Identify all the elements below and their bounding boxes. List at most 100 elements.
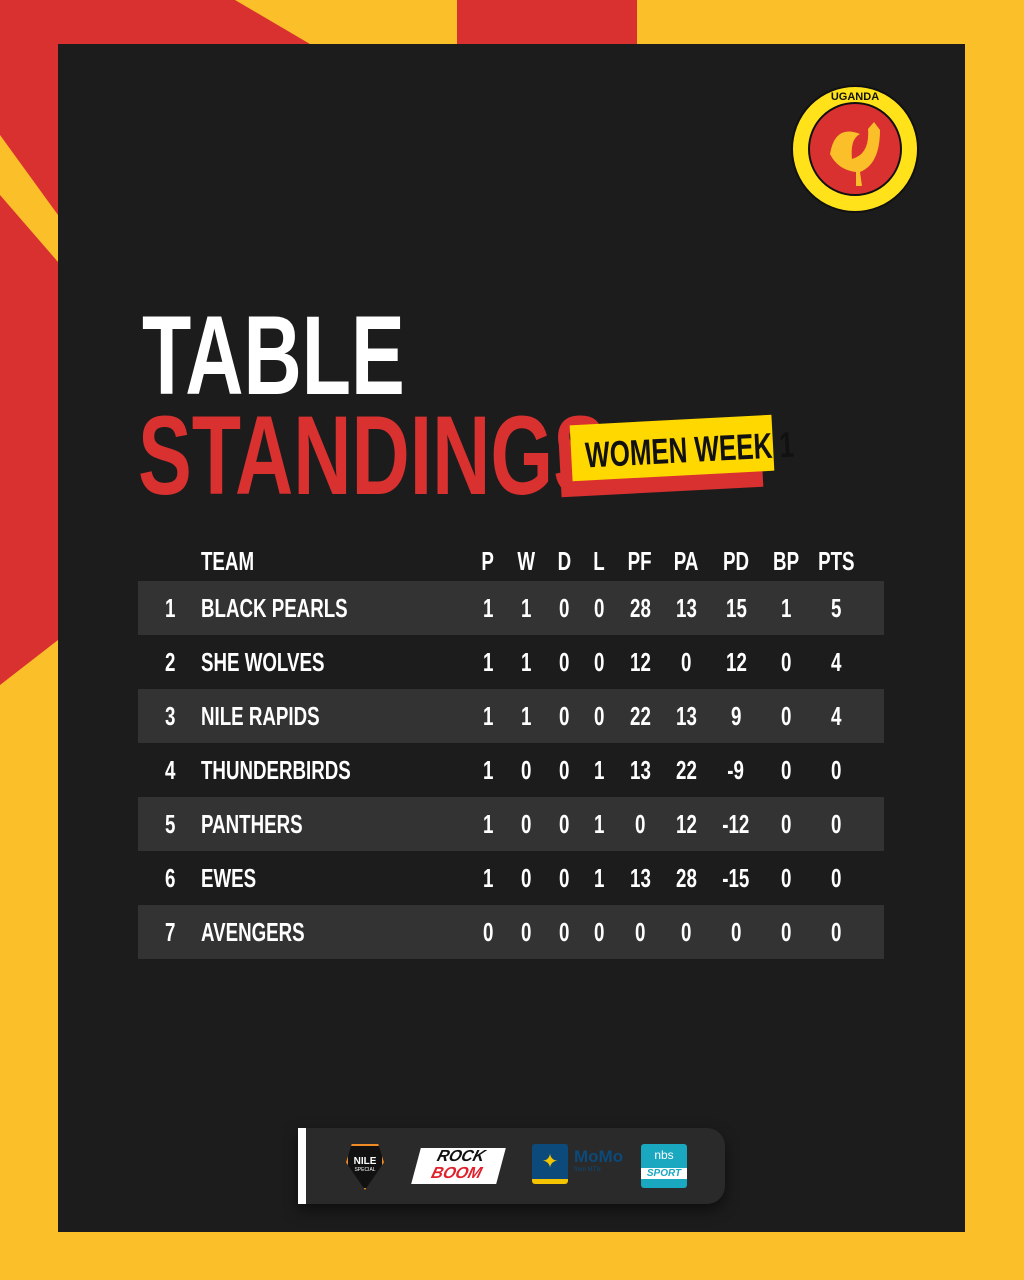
cell-pf: 13 [629, 863, 651, 893]
cell-d: 0 [558, 647, 570, 677]
cell-bp: 1 [780, 593, 792, 623]
cell-l: 1 [593, 863, 605, 893]
cell-l: 0 [593, 647, 605, 677]
header-pf: PF [628, 546, 652, 576]
cell-p: 1 [482, 863, 494, 893]
rank: 6 [164, 863, 176, 893]
team-name: BLACK PEARLS [201, 593, 348, 623]
cell-pa: 28 [675, 863, 697, 893]
cell-bp: 0 [780, 863, 792, 893]
cell-l: 1 [593, 755, 605, 785]
cell-pf: 12 [629, 647, 651, 677]
title-table: TABLE [142, 293, 405, 418]
cell-d: 0 [558, 917, 570, 947]
header-pa: PA [673, 546, 699, 576]
sponsor-nile-special-sub: SPECIAL [354, 1167, 376, 1173]
header-team: TEAM [201, 546, 255, 576]
cell-pts: 0 [830, 863, 842, 893]
cell-pd: 12 [725, 647, 747, 677]
content-panel [58, 44, 965, 1232]
cell-pf: 13 [629, 755, 651, 785]
cell-p: 1 [482, 647, 494, 677]
cell-pts: 4 [830, 647, 842, 677]
sponsor-rock-boom: ROCK BOOM [411, 1148, 506, 1184]
title-standings: STANDINGS [138, 393, 607, 518]
rank: 7 [164, 917, 176, 947]
cell-pd: 9 [730, 701, 742, 731]
team-name: THUNDERBIRDS [201, 755, 351, 785]
cell-pts: 0 [830, 917, 842, 947]
cell-pd: -15 [722, 863, 750, 893]
team-name: SHE WOLVES [201, 647, 325, 677]
cell-l: 0 [593, 701, 605, 731]
cell-bp: 0 [780, 755, 792, 785]
cell-d: 0 [558, 701, 570, 731]
cell-bp: 0 [780, 701, 792, 731]
header-l: L [593, 546, 605, 576]
cell-pd: -9 [727, 755, 745, 785]
cell-p: 1 [482, 809, 494, 839]
sponsor-nile-special: NILE SPECIAL [346, 1144, 384, 1190]
team-name: EWES [201, 863, 257, 893]
sponsors-bar: NILE SPECIAL ROCK BOOM ✦ MoMo from MTN nbs S… [298, 1128, 725, 1204]
cell-pa: 0 [680, 917, 692, 947]
cell-pa: 12 [675, 809, 697, 839]
cell-w: 1 [520, 647, 532, 677]
header-bp: BP [772, 546, 800, 576]
cell-d: 0 [558, 863, 570, 893]
table-row: 1 BLACK PEARLS 1 1 0 0 28 13 15 1 5 [138, 581, 884, 635]
header-p: P [481, 546, 495, 576]
cell-bp: 0 [780, 809, 792, 839]
cell-w: 0 [520, 809, 532, 839]
cell-bp: 0 [780, 917, 792, 947]
table-row: 6 EWES 1 0 0 1 13 28 -15 0 0 [138, 851, 884, 905]
cell-pts: 4 [830, 701, 842, 731]
cell-l: 0 [593, 593, 605, 623]
cell-p: 1 [482, 593, 494, 623]
cell-pa: 0 [680, 647, 692, 677]
sponsor-momo-icon: ✦ [532, 1144, 568, 1184]
team-name: NILE RAPIDS [201, 701, 320, 731]
cell-pf: 28 [629, 593, 651, 623]
cell-l: 0 [593, 917, 605, 947]
cell-p: 1 [482, 755, 494, 785]
cell-w: 0 [520, 863, 532, 893]
cell-bp: 0 [780, 647, 792, 677]
rank: 1 [164, 593, 176, 623]
table-row: 5 PANTHERS 1 0 0 1 0 12 -12 0 0 [138, 797, 884, 851]
cell-w: 0 [520, 755, 532, 785]
table-row: 4 THUNDERBIRDS 1 0 0 1 13 22 -9 0 0 [138, 743, 884, 797]
cell-pf: 0 [634, 917, 646, 947]
cell-w: 0 [520, 917, 532, 947]
cell-d: 0 [558, 755, 570, 785]
cell-pts: 0 [830, 809, 842, 839]
cell-pd: 15 [725, 593, 747, 623]
table-row: 2 SHE WOLVES 1 1 0 0 12 0 12 0 4 [138, 635, 884, 689]
sponsor-momo: MoMo from MTN [574, 1147, 624, 1173]
cell-pa: 22 [675, 755, 697, 785]
cell-pf: 0 [634, 809, 646, 839]
header-pd: PD [722, 546, 750, 576]
rank: 5 [164, 809, 176, 839]
cell-pts: 0 [830, 755, 842, 785]
cell-d: 0 [558, 809, 570, 839]
cell-pf: 22 [629, 701, 651, 731]
cell-l: 1 [593, 809, 605, 839]
cell-pa: 13 [675, 701, 697, 731]
week-badge: WOMEN WEEK 1 [569, 414, 795, 482]
sponsor-nbs-sport: nbs SPORT [641, 1144, 687, 1188]
rank: 4 [164, 755, 176, 785]
header-w: W [517, 546, 535, 576]
cell-pd: 0 [730, 917, 742, 947]
team-name: AVENGERS [201, 917, 305, 947]
cell-p: 1 [482, 701, 494, 731]
cell-d: 0 [558, 593, 570, 623]
svg-text:UGANDA: UGANDA [831, 91, 879, 103]
cell-w: 1 [520, 701, 532, 731]
cell-pd: -12 [722, 809, 750, 839]
header-d: D [557, 546, 571, 576]
uganda-rugby-union-logo: UGANDA [791, 85, 919, 213]
table-row: 3 NILE RAPIDS 1 1 0 0 22 13 9 0 4 [138, 689, 884, 743]
sponsor-momo-sub: from MTN [574, 1167, 601, 1173]
header-pts: PTS [817, 546, 855, 576]
